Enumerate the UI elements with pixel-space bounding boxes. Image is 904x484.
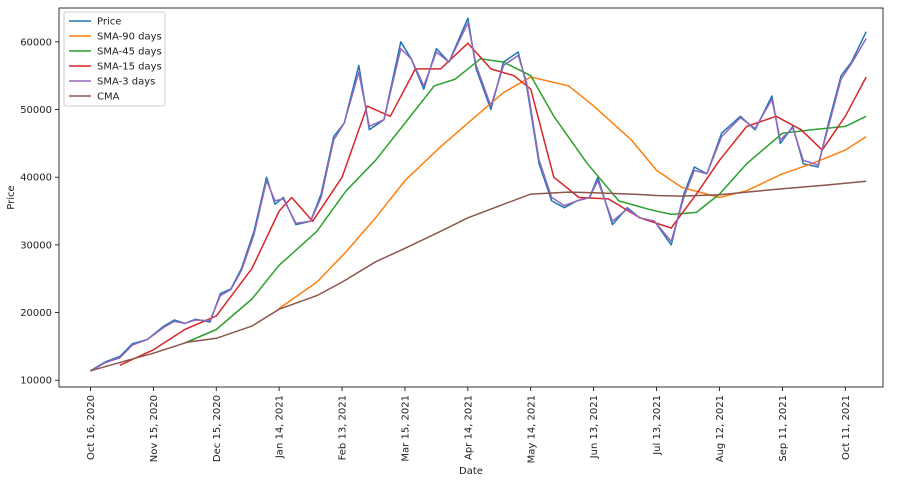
x-tick-label: Dec 15, 2020 xyxy=(212,395,223,462)
x-tick-label: Apr 14, 2021 xyxy=(463,395,474,460)
series-line-sma-3-days xyxy=(90,22,867,373)
x-tick-label: Nov 15, 2020 xyxy=(149,395,160,462)
plot-lines xyxy=(90,17,867,373)
x-axis: Oct 16, 2020 Nov 15, 2020 Dec 15, 2020 Jan … xyxy=(86,387,852,463)
legend-label: SMA-15 days xyxy=(97,62,162,73)
x-tick-label: Jul 13, 2021 xyxy=(652,395,663,456)
x-tick-label: Mar 15, 2021 xyxy=(400,395,411,462)
x-tick-label: Jun 13, 2021 xyxy=(589,395,600,459)
x-axis-title: Date xyxy=(459,466,483,477)
x-tick-label: Aug 12, 2021 xyxy=(715,395,726,462)
series-line-sma-90-days xyxy=(278,76,867,310)
y-tick-label: 10000 xyxy=(20,376,52,387)
x-tick-label: Oct 11, 2021 xyxy=(841,395,852,460)
series-line-cma xyxy=(90,180,867,372)
legend-label: Price xyxy=(97,17,121,28)
y-tick-label: 60000 xyxy=(20,37,52,48)
legend: Price SMA-90 days SMA-45 days SMA-15 days SM… xyxy=(63,11,166,107)
plot-frame xyxy=(58,7,884,388)
legend-label: SMA-90 days xyxy=(97,32,162,43)
y-tick-label: 30000 xyxy=(20,240,52,251)
y-axis: 10000 20000 30000 40000 50000 60000 xyxy=(20,37,59,387)
y-tick-label: 50000 xyxy=(20,105,52,116)
y-axis-title: Price xyxy=(6,185,17,209)
y-tick-label: 40000 xyxy=(20,173,52,184)
x-tick-label: Feb 13, 2021 xyxy=(338,395,349,460)
y-tick-label: 20000 xyxy=(20,308,52,319)
x-tick-label: Oct 16, 2020 xyxy=(86,395,97,460)
legend-label: SMA-3 days xyxy=(97,77,155,88)
x-tick-label: Jan 14, 2021 xyxy=(275,395,286,459)
x-tick-label: May 14, 2021 xyxy=(526,395,537,463)
legend-label: SMA-45 days xyxy=(97,47,162,58)
series-line-sma-15-days xyxy=(119,42,867,366)
series-line-sma-45-days xyxy=(184,58,867,344)
legend-label: CMA xyxy=(97,92,120,103)
x-tick-label: Sep 11, 2021 xyxy=(778,395,789,462)
